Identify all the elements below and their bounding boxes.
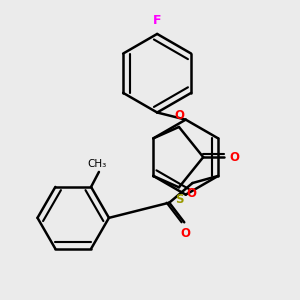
Text: S: S: [176, 193, 184, 206]
Text: O: O: [180, 226, 190, 240]
Text: O: O: [186, 187, 196, 200]
Text: O: O: [175, 109, 185, 122]
Text: F: F: [153, 14, 161, 28]
Text: CH₃: CH₃: [88, 159, 107, 169]
Text: O: O: [229, 151, 239, 164]
